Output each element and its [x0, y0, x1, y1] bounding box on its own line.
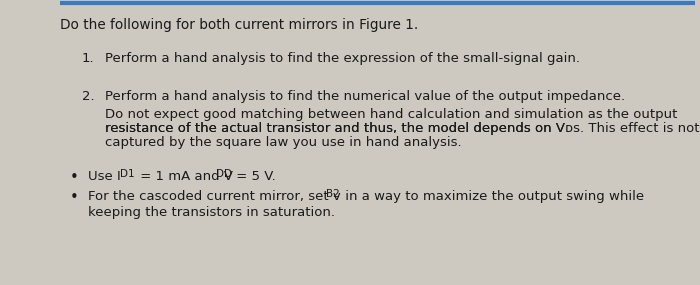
Text: resistance of the actual transistor and thus, the model depends on V: resistance of the actual transistor and … — [105, 122, 565, 135]
Text: in a way to maximize the output swing while: in a way to maximize the output swing wh… — [341, 190, 644, 203]
Text: 2.: 2. — [82, 90, 94, 103]
Text: = 5 V.: = 5 V. — [232, 170, 276, 183]
Text: Do not expect good matching between hand calculation and simulation as the outpu: Do not expect good matching between hand… — [105, 108, 678, 121]
Text: captured by the square law you use in hand analysis.: captured by the square law you use in ha… — [105, 136, 461, 149]
Text: Do the following for both current mirrors in Figure 1.: Do the following for both current mirror… — [60, 18, 419, 32]
Text: •: • — [70, 190, 78, 205]
Text: Use I: Use I — [88, 170, 120, 183]
Text: keeping the transistors in saturation.: keeping the transistors in saturation. — [88, 206, 335, 219]
Text: 1.: 1. — [82, 52, 94, 65]
Text: resistance of the actual transistor and thus, the model depends on Vᴅs. This eff: resistance of the actual transistor and … — [105, 122, 699, 135]
Text: Perform a hand analysis to find the numerical value of the output impedance.: Perform a hand analysis to find the nume… — [105, 90, 625, 103]
Text: = 1 mA and V: = 1 mA and V — [136, 170, 233, 183]
Text: D1: D1 — [120, 169, 134, 179]
Text: Perform a hand analysis to find the expression of the small-signal gain.: Perform a hand analysis to find the expr… — [105, 52, 580, 65]
Text: For the cascoded current mirror, set v: For the cascoded current mirror, set v — [88, 190, 341, 203]
Text: B2: B2 — [326, 189, 340, 199]
Text: •: • — [70, 170, 78, 185]
Text: DD: DD — [216, 169, 232, 179]
